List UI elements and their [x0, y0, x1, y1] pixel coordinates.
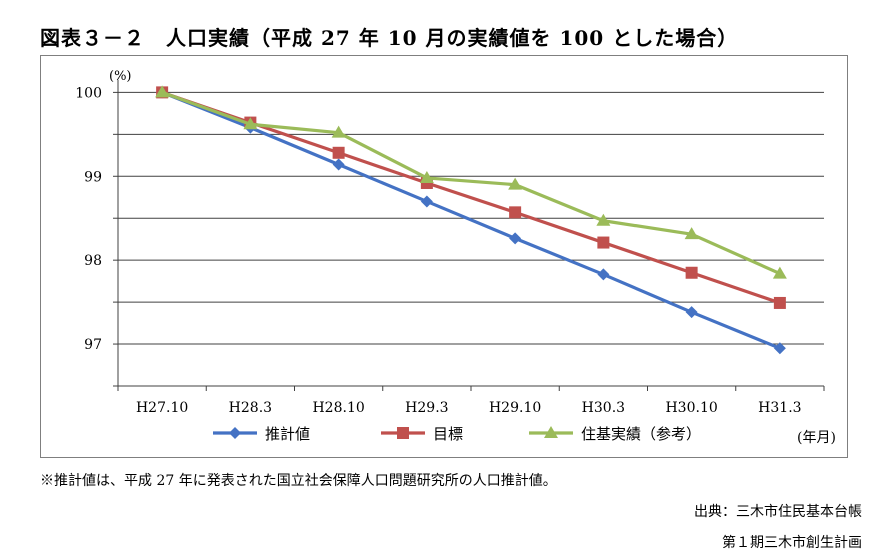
- data-series: [155, 85, 787, 355]
- x-axis-label: (年月): [797, 430, 836, 446]
- data-point-diamond: [509, 232, 522, 245]
- data-point-square: [332, 146, 345, 159]
- line-chart: (%) 97 98 99 100 H27.10 H28.3 H28.10 H29.3 H29.…: [75, 69, 836, 446]
- x-tick-label: H28.3: [229, 400, 272, 416]
- data-point-diamond: [420, 195, 433, 208]
- data-point-triangle: [772, 266, 787, 279]
- y-axis-label: (%): [109, 69, 132, 84]
- series-line: [161, 90, 781, 305]
- series-line: [161, 90, 781, 350]
- footnote: ※推計値は、平成 27 年に発表された国立社会保障人口問題研究所の人口推計値。: [40, 473, 557, 489]
- grid-lines: [118, 91, 824, 345]
- data-point-square: [597, 236, 610, 249]
- x-tick-labels: H27.10 H28.3 H28.10 H29.3 H29.10 H30.3 H30.10 H…: [136, 400, 802, 416]
- x-tick-label: H29.3: [405, 400, 448, 416]
- x-tick-label: H29.10: [489, 400, 541, 416]
- y-tick-label: 99: [84, 169, 102, 185]
- data-point-triangle: [508, 177, 523, 190]
- series-triangle: [155, 85, 787, 279]
- data-point-triangle: [544, 426, 558, 438]
- legend: 推計値 目標 住基実績（参考）: [213, 425, 701, 443]
- data-point-square: [685, 266, 698, 279]
- y-tick-label: 97: [84, 337, 102, 353]
- source-text: 出典：三木市住民基本台帳: [694, 504, 862, 520]
- x-tick-label: H28.10: [312, 400, 364, 416]
- series-line: [161, 90, 781, 276]
- data-point-diamond: [597, 268, 610, 281]
- x-tick-label: H30.10: [665, 400, 717, 416]
- y-tick-labels: 97 98 99 100: [75, 85, 102, 353]
- data-point-square: [397, 427, 409, 439]
- legend-label: 住基実績（参考）: [581, 425, 701, 443]
- data-point-triangle: [684, 227, 699, 240]
- y-tick-label: 100: [75, 85, 102, 101]
- data-point-diamond: [229, 427, 241, 439]
- data-point-diamond: [332, 158, 345, 171]
- data-point-triangle: [243, 117, 258, 130]
- y-tick-label: 98: [84, 253, 102, 269]
- data-point-triangle: [331, 125, 346, 138]
- data-point-square: [509, 206, 522, 219]
- legend-label: 目標: [433, 425, 463, 443]
- data-point-diamond: [685, 306, 698, 319]
- data-point-triangle: [596, 213, 611, 226]
- x-tick-label: H27.10: [136, 400, 188, 416]
- x-tick-label: H31.3: [758, 400, 801, 416]
- x-tick-label: H30.3: [582, 400, 625, 416]
- axes: [113, 80, 825, 391]
- data-point-square: [773, 296, 786, 309]
- plan-text: 第１期三木市創生計画: [722, 535, 862, 551]
- data-point-triangle: [419, 170, 434, 183]
- data-point-triangle: [155, 85, 170, 98]
- chart-area: (%) 97 98 99 100 H27.10 H28.3 H28.10 H29.3 H29.…: [40, 55, 848, 458]
- data-point-diamond: [773, 342, 786, 355]
- legend-label: 推計値: [265, 425, 310, 443]
- chart-title: 図表３－２ 人口実績（平成 27 年 10 月の実績値を 100 とした場合）: [40, 26, 739, 50]
